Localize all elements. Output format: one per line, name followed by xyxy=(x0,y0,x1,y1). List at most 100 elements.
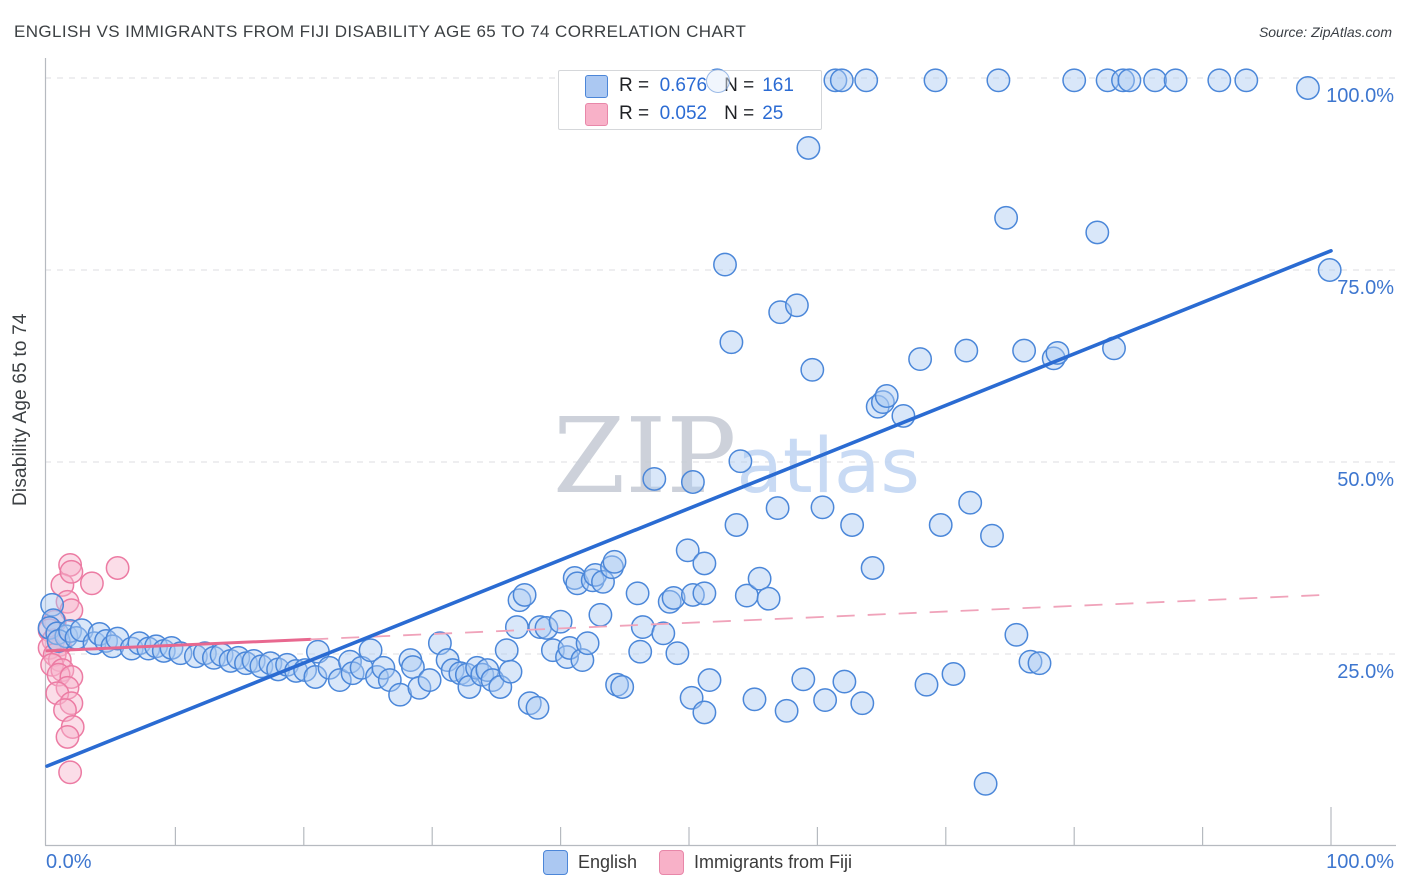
english-scatter-point xyxy=(958,490,983,515)
english-scatter-point xyxy=(756,586,781,611)
english-scatter-point xyxy=(928,513,953,537)
english-scatter-point xyxy=(327,668,352,693)
english-scatter-point xyxy=(829,68,854,93)
r-value-fiji: 0.052 xyxy=(659,103,708,124)
english-scatter-point xyxy=(791,667,816,692)
r-label: R = xyxy=(619,75,650,96)
english-scatter-point xyxy=(1085,220,1110,245)
english-scatter-point xyxy=(680,470,705,494)
fiji-scatter-point xyxy=(105,556,130,580)
english-scatter-point xyxy=(823,68,848,93)
english-trend-line xyxy=(45,249,1333,768)
english-scatter-point xyxy=(954,338,979,363)
english-scatter-point xyxy=(1062,68,1087,93)
english-scatter-point xyxy=(692,700,717,725)
english-scatter-point xyxy=(719,330,744,355)
english-scatter-point xyxy=(728,449,753,474)
chart-title: ENGLISH VS IMMIGRANTS FROM FIJI DISABILI… xyxy=(14,22,747,41)
english-scatter-point xyxy=(555,645,579,670)
english-scatter-point xyxy=(980,523,1004,548)
english-scatter-point xyxy=(810,495,835,520)
english-scatter-point xyxy=(87,622,112,646)
r-label: R = xyxy=(619,103,650,124)
english-scatter-point xyxy=(168,641,193,666)
stats-legend: R = 0.676 N = 161 R = 0.052 N = 25 xyxy=(558,70,822,130)
english-scatter-point xyxy=(854,68,879,93)
y-tick-label-50: 50.0% xyxy=(1337,469,1394,491)
english-scatter-point xyxy=(494,638,519,663)
english-scatter-point xyxy=(914,672,939,697)
fiji-scatter-point xyxy=(55,724,80,749)
english-scatter-point xyxy=(575,631,600,656)
r-value-english: 0.676 xyxy=(659,75,708,96)
fiji-trend-line-dashed xyxy=(310,593,1326,641)
english-scatter-point xyxy=(832,669,857,694)
english-scatter-point xyxy=(973,771,998,796)
english-scatter-point xyxy=(517,691,542,716)
english-scatter-point xyxy=(1163,68,1188,93)
english-scatter-point xyxy=(850,691,875,716)
scatter-point-over-legend xyxy=(706,69,731,94)
english-scatter-point xyxy=(784,293,809,318)
english-scatter-point xyxy=(840,513,865,537)
source-credit: Source: ZipAtlas.com xyxy=(1258,24,1392,40)
english-scatter-point xyxy=(591,569,615,594)
fiji-swatch-icon xyxy=(659,850,685,875)
english-scatter-point xyxy=(628,639,653,664)
x-tick-label-min: 0.0% xyxy=(46,851,92,873)
x-tick-label-max: 100.0% xyxy=(1326,851,1394,873)
fiji-swatch-icon xyxy=(585,102,608,126)
english-scatter-point xyxy=(908,347,933,372)
fiji-scatter-point xyxy=(79,571,104,596)
series-legend: English Immigrants from Fiji xyxy=(543,850,852,875)
english-swatch-icon xyxy=(585,74,608,98)
english-scatter-point xyxy=(661,585,686,610)
english-scatter-point xyxy=(692,581,717,606)
english-scatter-point xyxy=(1117,68,1142,93)
english-scatter-point xyxy=(692,551,717,576)
watermark: ZIPatlas xyxy=(553,395,920,517)
fiji-scatter-point xyxy=(59,598,84,623)
english-scatter-point xyxy=(774,698,799,723)
english-scatter-point xyxy=(813,688,838,713)
english-scatter-point xyxy=(1234,68,1259,93)
n-label: N = xyxy=(724,75,755,96)
fiji-scatter-point xyxy=(58,760,83,785)
english-scatter-point xyxy=(1143,68,1168,93)
english-scatter-point xyxy=(417,668,442,693)
english-scatter-point xyxy=(630,615,655,640)
english-scatter-point xyxy=(796,135,821,160)
english-scatter-point xyxy=(1027,651,1052,676)
legend-label-fiji: Immigrants from Fiji xyxy=(694,852,853,872)
y-tick-label-75: 75.0% xyxy=(1337,277,1394,299)
stats-legend-row-english: R = 0.676 N = 161 xyxy=(559,74,821,99)
english-scatter-point xyxy=(602,549,627,574)
english-scatter-point xyxy=(1207,68,1232,93)
english-scatter-point xyxy=(923,68,948,93)
n-label: N = xyxy=(724,103,755,124)
english-scatter-point xyxy=(874,384,899,408)
y-tick-label-25: 25.0% xyxy=(1337,661,1394,683)
english-scatter-point xyxy=(986,68,1011,93)
english-scatter-point xyxy=(69,618,94,643)
fiji-scatter-point xyxy=(59,691,84,716)
english-scatter-point xyxy=(534,615,559,640)
english-scatter-point xyxy=(303,665,328,689)
fiji-scatter-point xyxy=(59,559,84,584)
english-scatter-point xyxy=(1004,622,1029,647)
stats-legend-row-fiji: R = 0.052 N = 25 xyxy=(559,102,821,127)
legend-item-english: English xyxy=(543,850,637,875)
english-scatter-point xyxy=(994,205,1019,230)
english-scatter-point xyxy=(504,615,529,640)
english-scatter-point xyxy=(665,641,690,666)
english-scatter-point xyxy=(765,496,790,521)
english-scatter-point xyxy=(697,668,722,693)
english-scatter-point xyxy=(625,581,650,606)
english-scatter-point xyxy=(800,357,825,382)
english-scatter-point xyxy=(498,659,523,684)
english-scatter-point xyxy=(588,602,613,627)
english-scatter-point xyxy=(1295,76,1320,100)
english-scatter-point xyxy=(651,621,676,646)
english-scatter-point xyxy=(358,638,383,663)
